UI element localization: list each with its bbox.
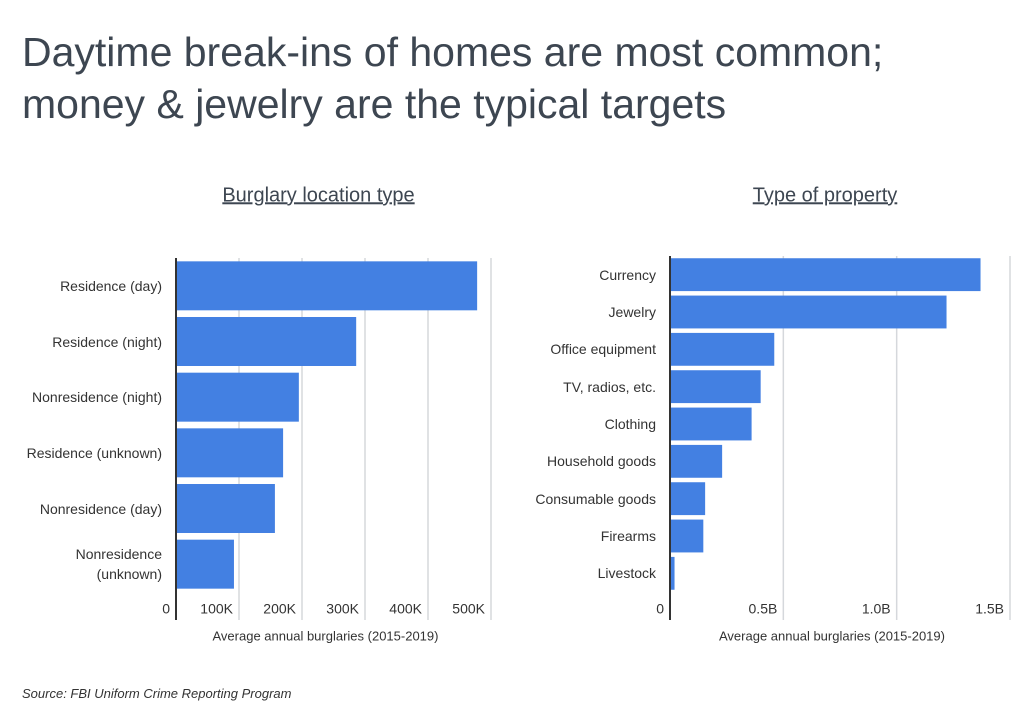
- page-title: Daytime break-ins of homes are most comm…: [22, 29, 884, 127]
- chart-subtitle: Type of property: [753, 184, 898, 206]
- y-tick-label: Nonresidence (day): [39, 500, 162, 517]
- y-tick-label: Residence (unknown): [26, 444, 162, 461]
- y-tick-label: Office equipment: [550, 341, 656, 358]
- x-axis-title: Average annual burglaries (2015-2019): [213, 628, 439, 643]
- y-tick-label: Residence (day): [60, 277, 162, 294]
- y-tick-label: Jewelry: [608, 304, 656, 320]
- bar: [670, 332, 775, 366]
- bar: [670, 370, 761, 404]
- y-tick-label: Residence (night): [52, 333, 162, 350]
- y-tick-label: Household goods: [547, 453, 656, 470]
- y-tick-label: Consumable goods: [535, 490, 656, 507]
- x-tick-label: 0.5B: [749, 601, 778, 617]
- y-tick-label: Currency: [599, 266, 656, 283]
- x-tick-label: 200K: [263, 601, 296, 617]
- bar: [176, 317, 357, 366]
- x-tick-label: 0: [656, 601, 664, 617]
- bar: [670, 407, 752, 441]
- y-tick-label: TV, radios, etc.: [563, 378, 656, 395]
- bar: [670, 444, 723, 478]
- bar: [176, 484, 275, 533]
- bar: [670, 556, 675, 590]
- x-tick-label: 100K: [200, 601, 233, 617]
- x-tick-label: 1.0B: [862, 601, 891, 617]
- x-tick-label: 300K: [326, 601, 359, 617]
- x-axis-title: Average annual burglaries (2015-2019): [719, 628, 945, 643]
- bar: [176, 539, 234, 589]
- y-tick-label: Nonresidence (night): [32, 389, 162, 406]
- y-tick-label: Nonresidence (unknown): [75, 546, 162, 583]
- y-tick-label: Clothing: [604, 416, 656, 432]
- bar: [670, 482, 706, 516]
- bar: [176, 261, 478, 311]
- x-tick-label: 500K: [452, 601, 485, 617]
- x-tick-label: 1.5B: [975, 601, 1004, 617]
- y-tick-label: Livestock: [597, 565, 656, 582]
- bar: [670, 258, 981, 292]
- x-tick-label: 400K: [389, 601, 422, 617]
- bar: [670, 519, 704, 553]
- bar: [176, 372, 299, 422]
- bar: [176, 428, 284, 478]
- bar: [670, 295, 947, 329]
- chart-subtitle: Burglary location type: [222, 184, 414, 206]
- y-tick-label: Firearms: [600, 528, 656, 544]
- x-tick-label: 0: [162, 601, 170, 617]
- source-note: Source: FBI Uniform Crime Reporting Prog…: [22, 686, 292, 701]
